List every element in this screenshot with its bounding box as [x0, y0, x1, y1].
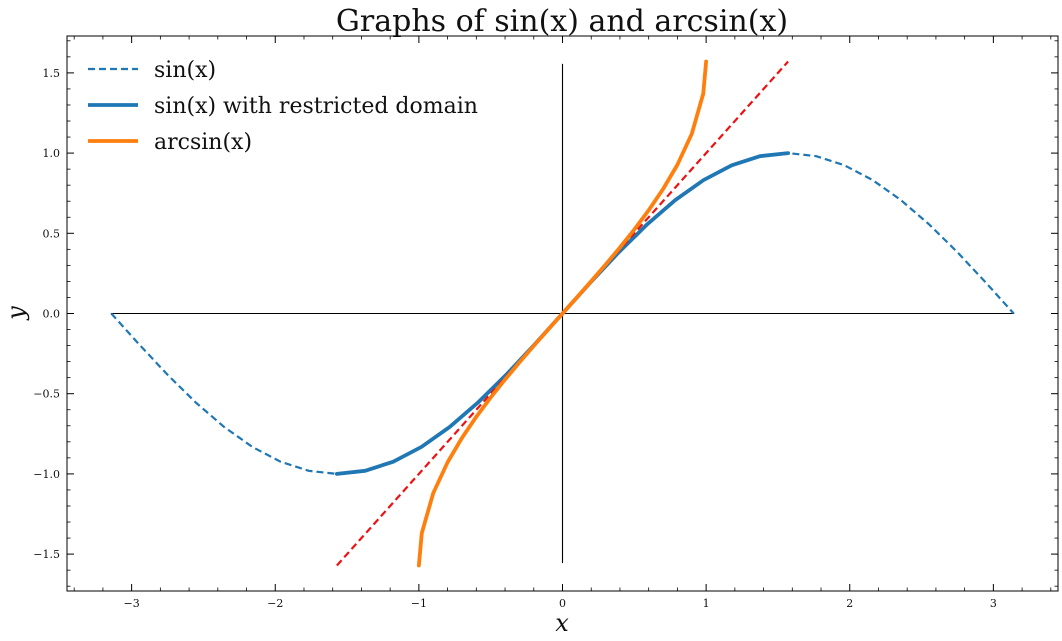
legend-label: sin(x) [154, 58, 216, 83]
legend-label: arcsin(x) [154, 130, 252, 155]
x-tick-label: −2 [267, 597, 283, 610]
x-tick-label: 0 [559, 597, 566, 610]
legend-label: sin(x) with restricted domain [154, 94, 478, 119]
y-tick-label: 1.5 [43, 67, 61, 80]
x-tick-label: −1 [411, 597, 427, 610]
y-tick-label: −0.5 [33, 388, 60, 401]
x-axis-label: x [555, 609, 569, 637]
legend-item-arcsin: arcsin(x) [88, 130, 252, 155]
x-tick-label: −3 [124, 597, 140, 610]
arcsin-line [416, 59, 709, 568]
y-tick-label: −1.0 [33, 468, 60, 481]
legend-item-sin: sin(x) [88, 58, 216, 83]
y-tick-label: 0.0 [43, 308, 61, 321]
y-axis-label: y [2, 306, 30, 321]
y-tick-label: −1.5 [33, 548, 60, 561]
legend: sin(x) sin(x) with restricted domain arcsi… [88, 58, 478, 155]
x-tick-label: 3 [990, 597, 997, 610]
x-tick-label: 1 [703, 597, 710, 610]
axis-ticks: −3 −2 −1 0 1 2 3 −1.5 −1.0 −0.5 0.0 0.5 1.0 1.5 [33, 36, 1058, 610]
x-tick-label: 2 [846, 597, 853, 610]
chart-title: Graphs of sin(x) and arcsin(x) [336, 4, 788, 39]
y-tick-label: 0.5 [43, 227, 61, 240]
y-tick-label: 1.0 [43, 147, 61, 160]
plot-lines [110, 59, 1015, 568]
identity-reference-line [336, 60, 789, 567]
legend-item-sin-restricted: sin(x) with restricted domain [88, 94, 478, 119]
